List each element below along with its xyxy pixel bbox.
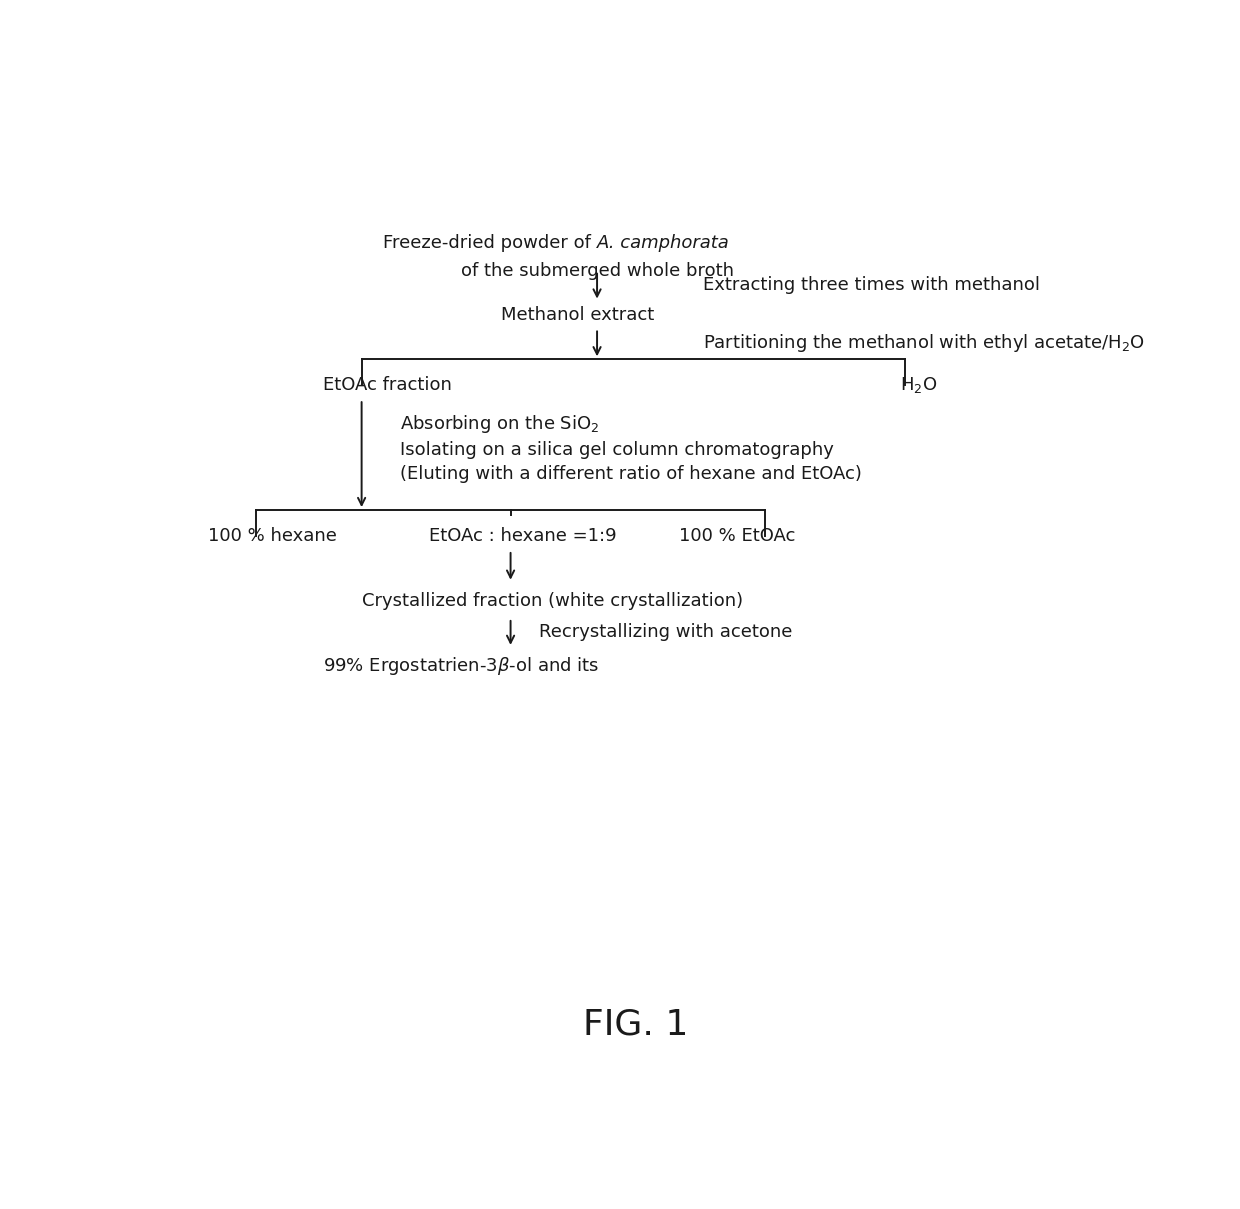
Text: 100 % EtOAc: 100 % EtOAc (678, 527, 795, 545)
Text: H$_2$O: H$_2$O (900, 375, 937, 395)
Text: EtOAc fraction: EtOAc fraction (324, 376, 453, 394)
Text: EtOAc : hexane =1:9: EtOAc : hexane =1:9 (429, 527, 616, 545)
Text: 100 % hexane: 100 % hexane (208, 527, 337, 545)
Text: A. camphorata: A. camphorata (596, 233, 730, 251)
Text: (Eluting with a different ratio of hexane and EtOAc): (Eluting with a different ratio of hexan… (401, 464, 862, 482)
Text: Partitioning the methanol with ethyl acetate/H$_2$O: Partitioning the methanol with ethyl ace… (703, 332, 1145, 354)
Text: of the submerged whole broth: of the submerged whole broth (460, 262, 734, 279)
Text: Recrystallizing with acetone: Recrystallizing with acetone (539, 623, 792, 641)
Text: 99% Ergostatrien-3$\beta$-ol and its: 99% Ergostatrien-3$\beta$-ol and its (324, 655, 599, 677)
Text: FIG. 1: FIG. 1 (583, 1008, 688, 1042)
Text: Isolating on a silica gel column chromatography: Isolating on a silica gel column chromat… (401, 441, 835, 459)
Text: Freeze-dried powder of: Freeze-dried powder of (383, 233, 596, 251)
Text: Absorbing on the SiO$_2$: Absorbing on the SiO$_2$ (401, 413, 599, 435)
Text: Methanol extract: Methanol extract (501, 306, 655, 324)
Text: Crystallized fraction (white crystallization): Crystallized fraction (white crystalliza… (362, 592, 743, 611)
Text: Extracting three times with methanol: Extracting three times with methanol (703, 276, 1040, 294)
